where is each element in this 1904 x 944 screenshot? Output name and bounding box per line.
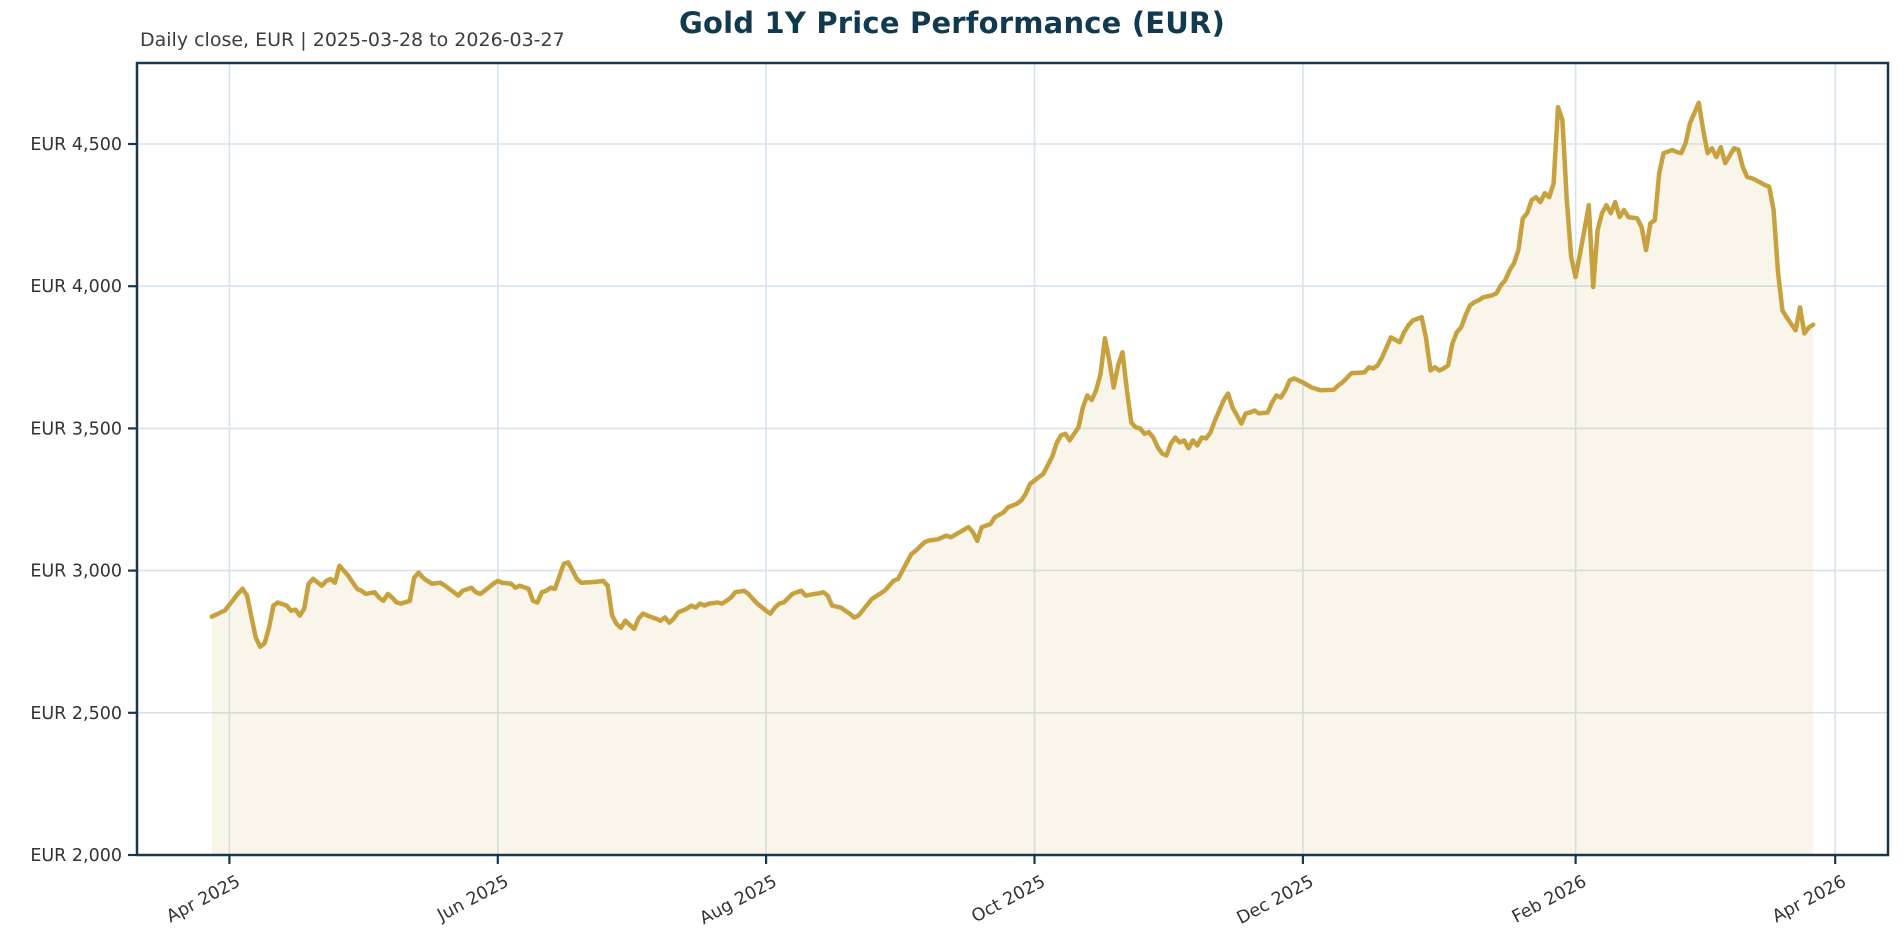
price-area <box>211 102 1814 856</box>
x-tick-label: Aug 2025 <box>697 872 781 929</box>
y-tick-label: EUR 3,000 <box>30 562 122 582</box>
x-tick-label: Dec 2025 <box>1234 872 1318 929</box>
x-tick-label: Jun 2025 <box>433 872 512 926</box>
x-tick-label: Apr 2025 <box>163 872 243 927</box>
y-tick-label: EUR 3,500 <box>30 419 122 439</box>
price-line <box>209 100 1816 650</box>
x-tick-label: Apr 2026 <box>1769 872 1849 927</box>
y-tick-label: EUR 2,500 <box>30 704 122 724</box>
x-tick-label: Oct 2025 <box>969 872 1049 927</box>
y-tick-label: EUR 4,500 <box>30 135 122 155</box>
y-tick-label: EUR 2,000 <box>30 846 122 866</box>
chart-title: Gold 1Y Price Performance (EUR) <box>678 6 1226 40</box>
plot-border <box>135 61 1890 857</box>
x-tick-label: Feb 2026 <box>1509 872 1590 928</box>
chart-subtitle: Daily close, EUR | 2025-03-28 to 2026-03… <box>140 29 565 51</box>
y-tick-label: EUR 4,000 <box>30 277 122 297</box>
